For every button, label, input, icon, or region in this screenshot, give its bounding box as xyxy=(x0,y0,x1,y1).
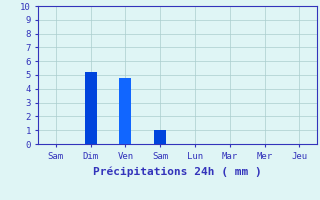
X-axis label: Précipitations 24h ( mm ): Précipitations 24h ( mm ) xyxy=(93,166,262,177)
Bar xyxy=(119,78,132,144)
Bar xyxy=(84,72,97,144)
Bar xyxy=(154,130,166,144)
